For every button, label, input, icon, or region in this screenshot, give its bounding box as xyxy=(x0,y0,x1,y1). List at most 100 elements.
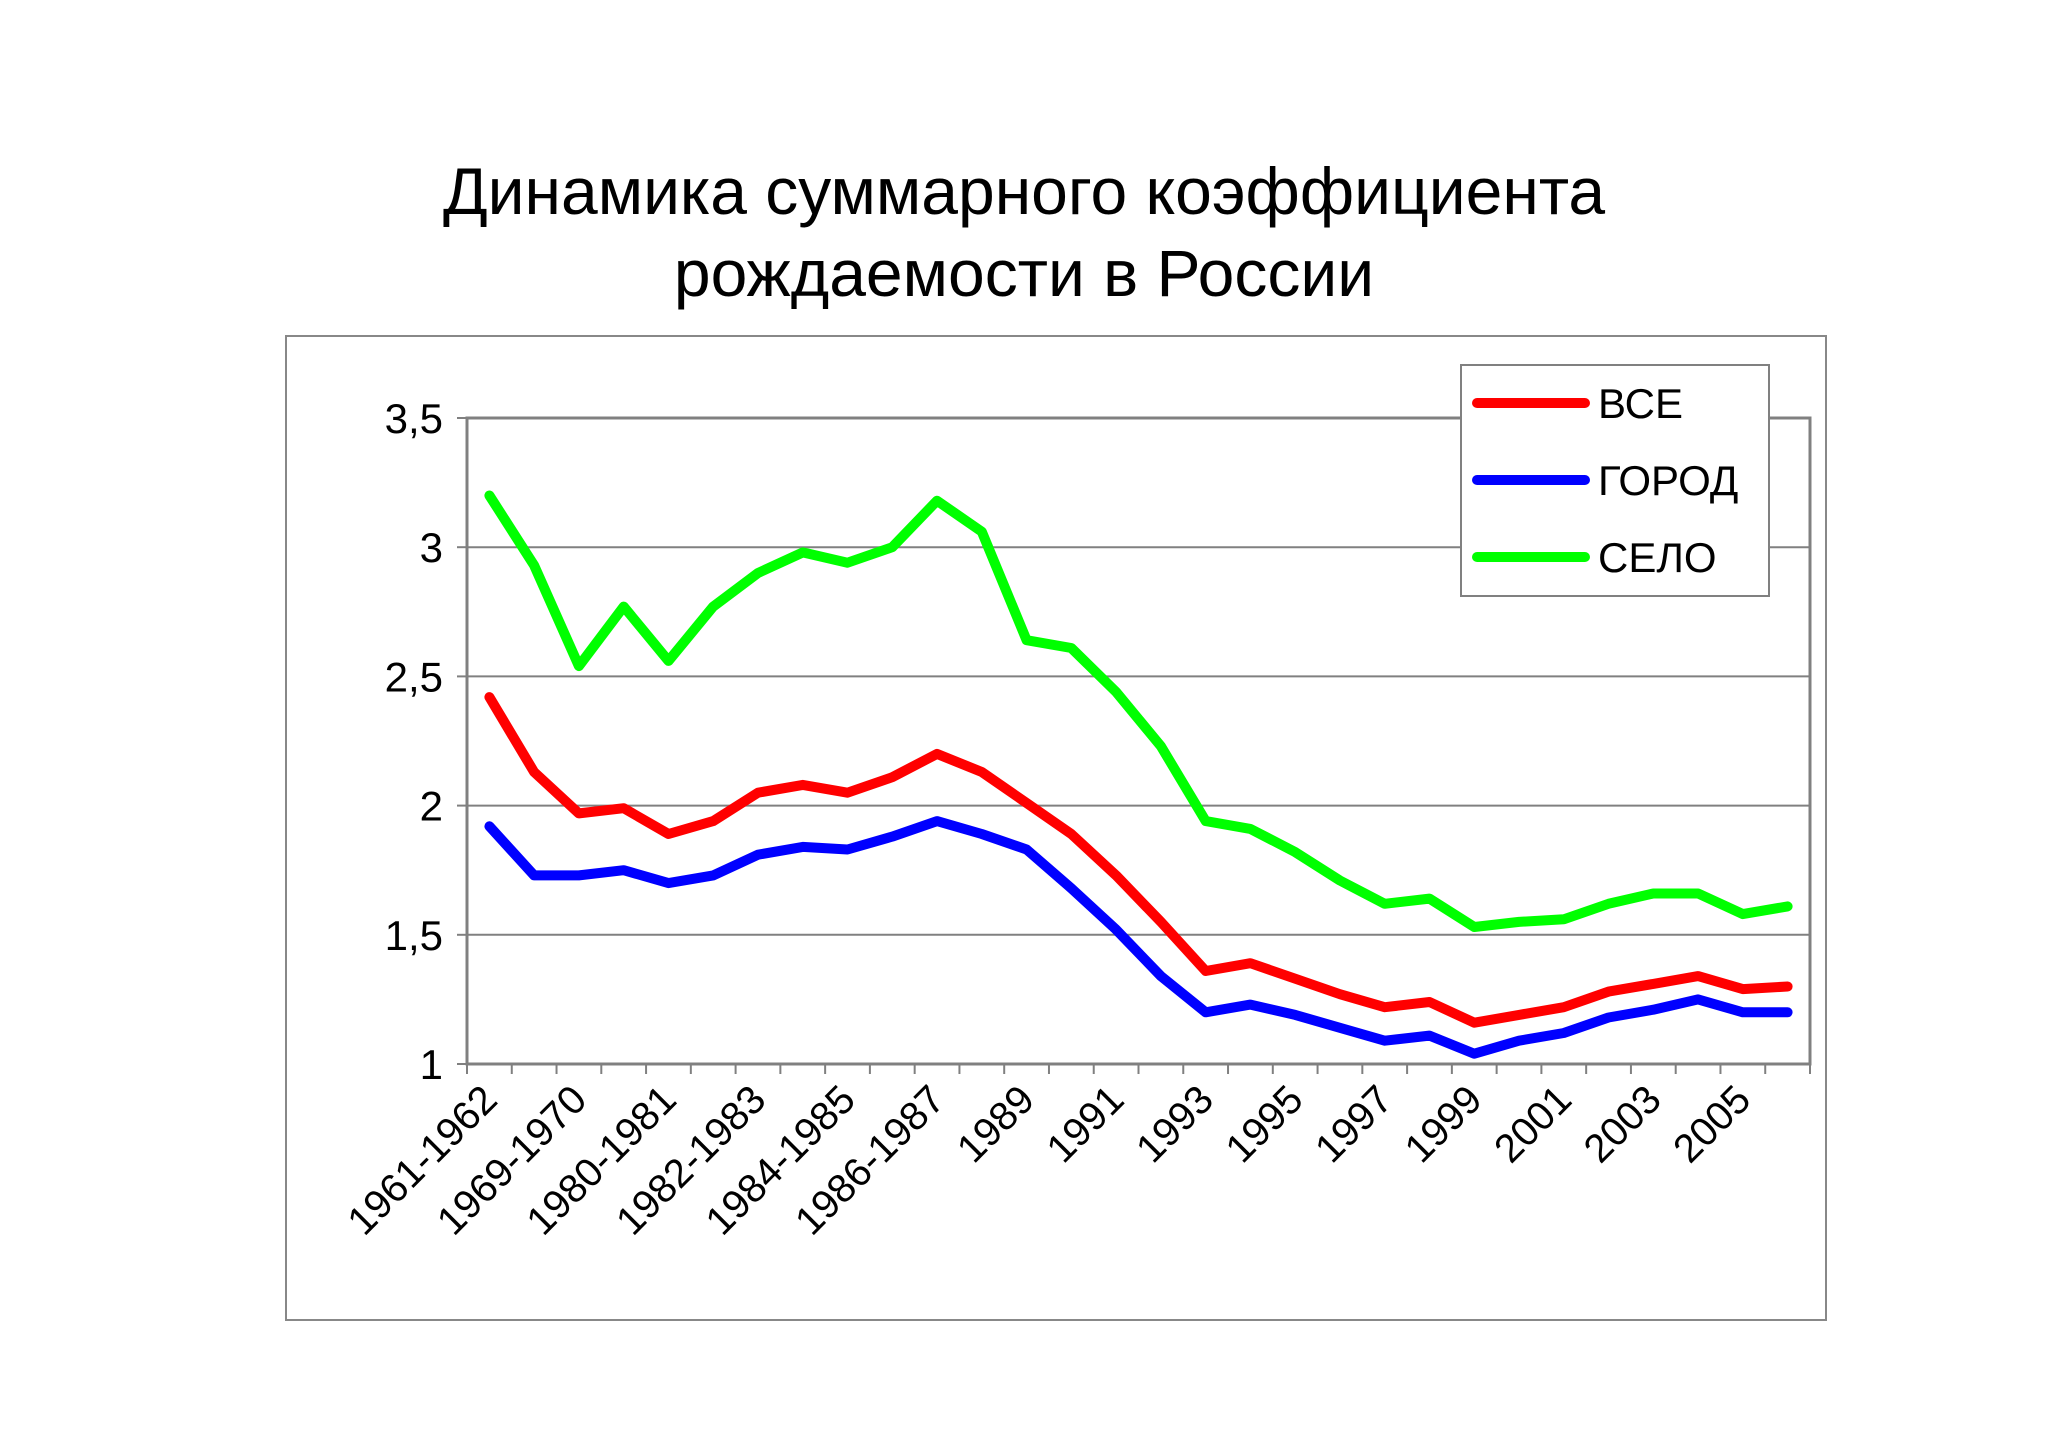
data-point xyxy=(1022,799,1031,808)
data-point xyxy=(798,780,807,789)
data-point xyxy=(1201,966,1210,975)
data-point xyxy=(1291,848,1300,857)
data-point xyxy=(709,871,718,880)
data-point xyxy=(1112,871,1121,880)
data-point xyxy=(1425,894,1434,903)
data-point xyxy=(1783,1008,1792,1017)
data-point xyxy=(574,662,583,671)
legend-label: СЕЛО xyxy=(1598,534,1717,581)
data-point xyxy=(1694,972,1703,981)
y-tick-label: 1 xyxy=(420,1041,443,1088)
data-point xyxy=(753,569,762,578)
y-tick-label: 2 xyxy=(420,783,443,830)
data-point xyxy=(1604,987,1613,996)
data-point xyxy=(1649,979,1658,988)
series-line xyxy=(484,692,1793,1028)
data-point xyxy=(1604,1013,1613,1022)
data-point xyxy=(485,822,494,831)
data-point xyxy=(574,871,583,880)
data-point xyxy=(709,602,718,611)
data-point xyxy=(843,788,852,797)
data-point xyxy=(977,527,986,536)
data-point xyxy=(1559,1003,1568,1012)
y-tick-label: 2,5 xyxy=(385,653,443,700)
data-point xyxy=(1112,687,1121,696)
data-point xyxy=(1515,917,1524,926)
data-point xyxy=(1649,1005,1658,1014)
data-point xyxy=(1067,884,1076,893)
y-tick-label: 3 xyxy=(420,524,443,571)
data-point xyxy=(1335,876,1344,885)
data-point xyxy=(1067,643,1076,652)
data-point xyxy=(1649,889,1658,898)
data-point xyxy=(1515,1010,1524,1019)
data-point xyxy=(1604,899,1613,908)
data-point xyxy=(1380,1003,1389,1012)
data-point xyxy=(977,768,986,777)
data-point xyxy=(485,491,494,500)
data-point xyxy=(1694,889,1703,898)
data-point xyxy=(530,871,539,880)
data-point xyxy=(664,830,673,839)
data-point xyxy=(574,809,583,818)
data-point xyxy=(1201,1008,1210,1017)
y-tick-label: 1,5 xyxy=(385,912,443,959)
data-point xyxy=(1022,636,1031,645)
chart-title: Динамика суммарного коэффициента рождаем… xyxy=(0,150,2048,314)
data-point xyxy=(1738,985,1747,994)
data-point xyxy=(1425,1031,1434,1040)
data-point xyxy=(1470,923,1479,932)
data-point xyxy=(977,830,986,839)
data-point xyxy=(753,788,762,797)
data-point xyxy=(1425,997,1434,1006)
data-point xyxy=(798,842,807,851)
data-point xyxy=(1738,910,1747,919)
data-point xyxy=(1559,915,1568,924)
data-point xyxy=(619,602,628,611)
data-point xyxy=(1201,817,1210,826)
legend: ВСЕ ГОРОД СЕЛО xyxy=(1460,364,1770,597)
data-point xyxy=(1246,824,1255,833)
data-point xyxy=(1335,990,1344,999)
data-point xyxy=(530,768,539,777)
data-point xyxy=(1335,1023,1344,1032)
data-point xyxy=(1291,974,1300,983)
chart-title-line-1: Динамика суммарного коэффициента xyxy=(442,154,1606,228)
data-point xyxy=(1783,902,1792,911)
legend-label: ГОРОД xyxy=(1598,457,1738,504)
data-point xyxy=(1470,1018,1479,1027)
data-point xyxy=(1112,925,1121,934)
data-point xyxy=(1515,1036,1524,1045)
data-point xyxy=(1156,917,1165,926)
grid-lines xyxy=(467,546,1810,936)
data-point xyxy=(709,817,718,826)
series-line xyxy=(484,490,1793,932)
data-point xyxy=(664,879,673,888)
data-point xyxy=(933,749,942,758)
data-point xyxy=(843,845,852,854)
data-point xyxy=(485,693,494,702)
data-point xyxy=(888,543,897,552)
data-point xyxy=(1380,899,1389,908)
data-point xyxy=(753,850,762,859)
data-point xyxy=(1559,1028,1568,1037)
data-point xyxy=(888,832,897,841)
data-point xyxy=(933,817,942,826)
data-point xyxy=(843,558,852,567)
data-point xyxy=(1156,742,1165,751)
data-point xyxy=(1694,995,1703,1004)
data-point xyxy=(1022,845,1031,854)
data-point xyxy=(1156,972,1165,981)
data-point xyxy=(1380,1036,1389,1045)
data-point xyxy=(798,548,807,557)
series-line xyxy=(484,816,1793,1059)
data-point xyxy=(1470,1049,1479,1058)
data-point xyxy=(1246,1000,1255,1009)
series-lines xyxy=(484,490,1793,1059)
data-point xyxy=(619,866,628,875)
data-point xyxy=(1246,959,1255,968)
data-point xyxy=(619,804,628,813)
data-point xyxy=(1738,1008,1747,1017)
y-tick-label: 3,5 xyxy=(385,395,443,442)
